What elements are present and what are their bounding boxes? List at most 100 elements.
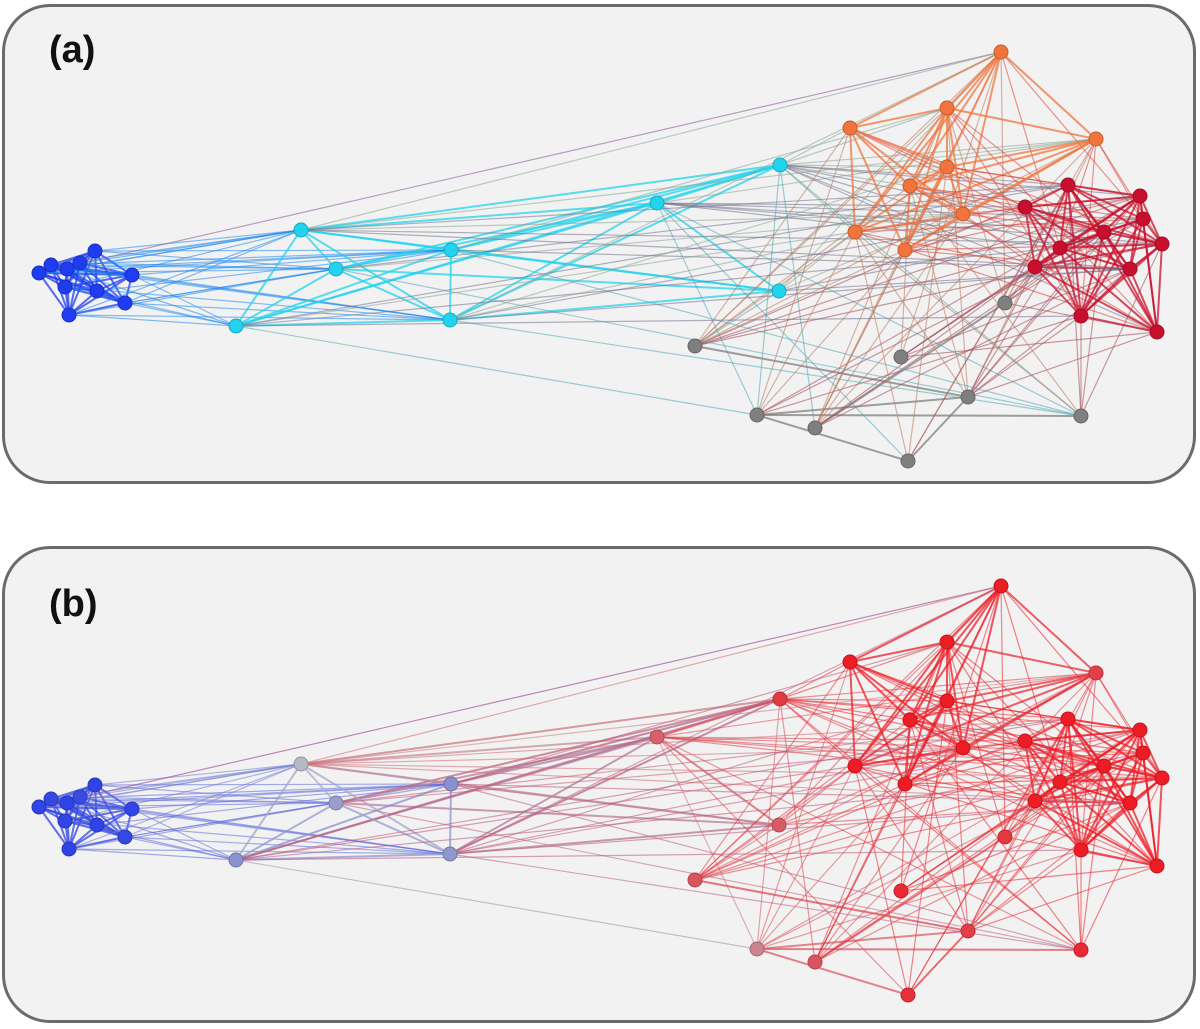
graph-edge [449,164,781,321]
graph-edge [756,729,1141,950]
graph-edge [756,414,909,462]
graph-node-crimson [1132,722,1148,738]
graph-edge [656,202,1082,417]
graph-edge [946,641,1097,674]
graph-node-blue [89,817,105,833]
graph-node-crimson [1149,324,1165,340]
graph-node-orange [902,178,918,194]
graph-edge [449,698,781,855]
graph-edge [854,231,909,462]
graph-node-crimson [1122,261,1138,277]
graph-edge [756,783,906,950]
graph-edge [38,272,70,316]
graph-edge [1080,315,1158,333]
graph-edge [779,127,851,166]
graph-edge [64,820,451,855]
graph-edge [449,783,452,855]
graph-node-crimson [1060,177,1076,193]
graph-edge [449,268,1131,321]
graph-edge [66,783,452,804]
graph-edge [1080,849,1158,867]
graph-edge [907,930,969,996]
graph-node-blue [72,255,88,271]
graph-edge [300,51,1002,231]
graph-edge [1034,195,1141,268]
graph-node-crimson [1017,199,1033,215]
graph-edge [656,736,909,996]
graph-edge [904,138,1097,251]
nodes-a [31,44,1170,469]
graph-edge [449,213,964,321]
graph-edge [656,202,1105,233]
graph-edge [235,859,758,950]
graph-node-orange [842,654,858,670]
graph-edge [946,641,1006,838]
graph-edge [38,585,1002,808]
graph-node-gray [900,453,916,469]
graph-node-blue [124,801,140,817]
graph-edge [694,249,906,347]
graph-edge [854,206,1026,233]
graph-node-gray [997,829,1013,845]
graph-edge [967,315,1082,398]
graph-edge [756,661,851,950]
graph-edge [235,184,1069,327]
graph-edge [1080,231,1105,417]
graph-node-cyan [771,283,787,299]
network-graph-a [31,44,1170,469]
graph-edge [1034,231,1105,268]
graph-edge [450,249,1082,417]
graph-edge [779,698,856,767]
graph-edge [904,672,1097,785]
graph-edge [756,414,1082,417]
graph-edge [854,700,948,767]
graph-edge [900,802,1131,892]
graph-edge [449,249,452,321]
graph-edge [967,266,1036,398]
graph-node-gray [749,941,765,957]
graph-edge [854,107,948,233]
graph-edge [756,249,906,416]
graph-edge [904,641,948,785]
graph-edge [946,107,1097,140]
graph-node-blue [61,841,77,857]
graph-edge [300,763,337,804]
graph-node-crimson [1073,308,1089,324]
graph-edge [235,231,856,327]
graph-edge [1024,718,1069,742]
graph-edge [1080,231,1105,317]
graph-edge [1139,729,1163,779]
graph-edge [1024,206,1061,249]
graph-edge [124,783,452,838]
graph-edge [1142,218,1158,333]
graph-edge [694,824,780,881]
graph-edge [694,290,780,347]
graph-edge [335,698,781,804]
graph-edge [909,185,1082,417]
graph-edge [335,747,964,804]
graph-edge [946,107,1105,233]
graph-edge [300,229,337,270]
graph-node-cyan [772,691,788,707]
graph-edge [50,250,96,266]
graph-edge [131,808,451,855]
graph-node-cyan [328,795,344,811]
graph-edge [1024,184,1069,208]
graph-edge [66,249,452,270]
graph-node-blue [57,279,73,295]
graph-edge [946,107,964,215]
graph-edge [904,107,948,251]
graph-edge [756,396,969,416]
graph-node-cyan [228,318,244,334]
graph-node-blue [124,267,140,283]
graph-node-blue [61,307,77,323]
graph-edge [235,247,1061,327]
graph-edge [967,865,1158,932]
graph-edge [1080,765,1105,851]
graph-edge [849,641,948,663]
graph-edge [68,229,302,316]
graph-edge [756,231,856,416]
graph-node-crimson [1052,240,1068,256]
graph-edge [779,641,948,700]
graph-edge [1059,247,1158,333]
